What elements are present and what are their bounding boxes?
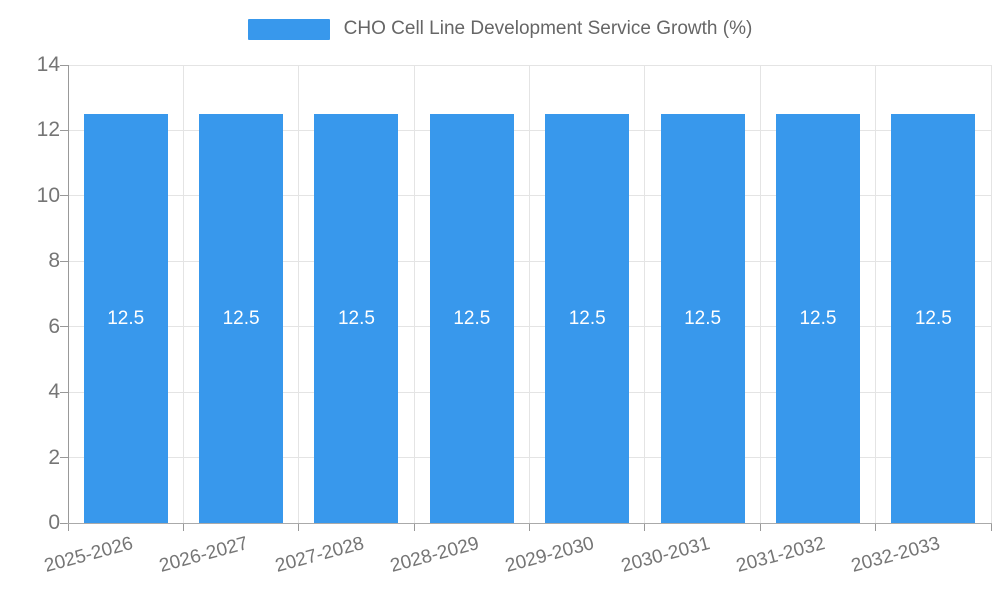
legend-label: CHO Cell Line Development Service Growth…: [343, 18, 753, 39]
bar-value-label: 12.5: [914, 307, 952, 329]
x-axis-tick: [875, 523, 877, 531]
y-axis-tick-label: 10: [36, 183, 60, 207]
v-gridline: [529, 65, 530, 523]
y-axis-tick-label: 8: [48, 249, 60, 273]
plot-area: 0 2 4 6 8 10 12 14 12.5 12.5 12.5 12.5 12.5 12.5 12.5 1…: [37, 53, 992, 577]
bar[interactable]: 12.5: [775, 114, 860, 523]
x-axis-category-label: 2032-2033: [849, 533, 943, 577]
v-gridline: [990, 65, 992, 523]
x-axis-category-label: 2029-2030: [503, 533, 597, 577]
x-axis-tick: [759, 523, 761, 531]
y-axis-tick-label: 6: [48, 314, 60, 338]
bar-value-label: 12.5: [222, 307, 260, 329]
y-axis-tick: [60, 260, 68, 262]
y-axis-line: [68, 65, 69, 523]
bar-value-label: 12.5: [453, 307, 491, 329]
bar-value-label: 12.5: [799, 307, 837, 329]
legend-swatch: [247, 18, 330, 40]
x-axis-category-label: 2026-2027: [157, 533, 251, 577]
v-gridline: [182, 65, 184, 523]
y-axis-tick: [60, 326, 68, 328]
bar-value-label: 12.5: [684, 307, 722, 329]
y-axis-tick: [60, 195, 68, 197]
x-axis-tick: [413, 523, 415, 531]
y-axis-tick-label: 0: [48, 511, 60, 534]
x-axis-tick: [529, 523, 530, 531]
bar[interactable]: 12.5: [83, 114, 168, 523]
v-gridline: [413, 65, 415, 523]
v-gridline: [644, 65, 646, 523]
x-axis-category-label: 2028-2029: [388, 533, 482, 577]
bar[interactable]: 12.5: [545, 114, 630, 523]
x-axis-category-label: 2030-2031: [618, 533, 712, 577]
bar[interactable]: 12.5: [891, 114, 976, 523]
y-axis-tick-label: 14: [36, 53, 60, 76]
x-axis-tick: [67, 523, 69, 531]
y-axis-tick-label: 12: [36, 118, 60, 142]
x-axis-category-label: 2025-2026: [41, 533, 136, 577]
x-axis-tick: [298, 523, 300, 531]
bar[interactable]: 12.5: [199, 114, 284, 523]
x-axis-tick: [644, 523, 646, 531]
y-axis-tick: [60, 522, 68, 524]
bar[interactable]: 12.5: [429, 114, 514, 523]
y-axis-tick: [60, 64, 68, 66]
y-axis-tick-label: 4: [48, 380, 60, 404]
x-axis-tick: [990, 523, 992, 531]
x-axis-category-label: 2027-2028: [272, 533, 366, 577]
x-axis-tick: [182, 523, 184, 531]
bar-value-label: 12.5: [568, 307, 606, 329]
v-gridline: [298, 65, 300, 523]
bar-value-label: 12.5: [107, 307, 145, 329]
x-axis-line: [67, 523, 992, 524]
bar-value-label: 12.5: [337, 307, 375, 329]
bar[interactable]: 12.5: [314, 114, 399, 523]
y-axis-tick: [60, 457, 68, 459]
v-gridline: [759, 65, 761, 523]
legend-item[interactable]: CHO Cell Line Development Service Growth…: [0, 18, 1000, 40]
y-axis-tick: [60, 129, 68, 131]
v-gridline: [875, 65, 877, 523]
y-axis-tick-label: 2: [48, 445, 60, 469]
y-axis-tick: [60, 391, 68, 393]
bar[interactable]: 12.5: [660, 114, 745, 523]
x-axis-category-label: 2031-2032: [734, 533, 828, 577]
